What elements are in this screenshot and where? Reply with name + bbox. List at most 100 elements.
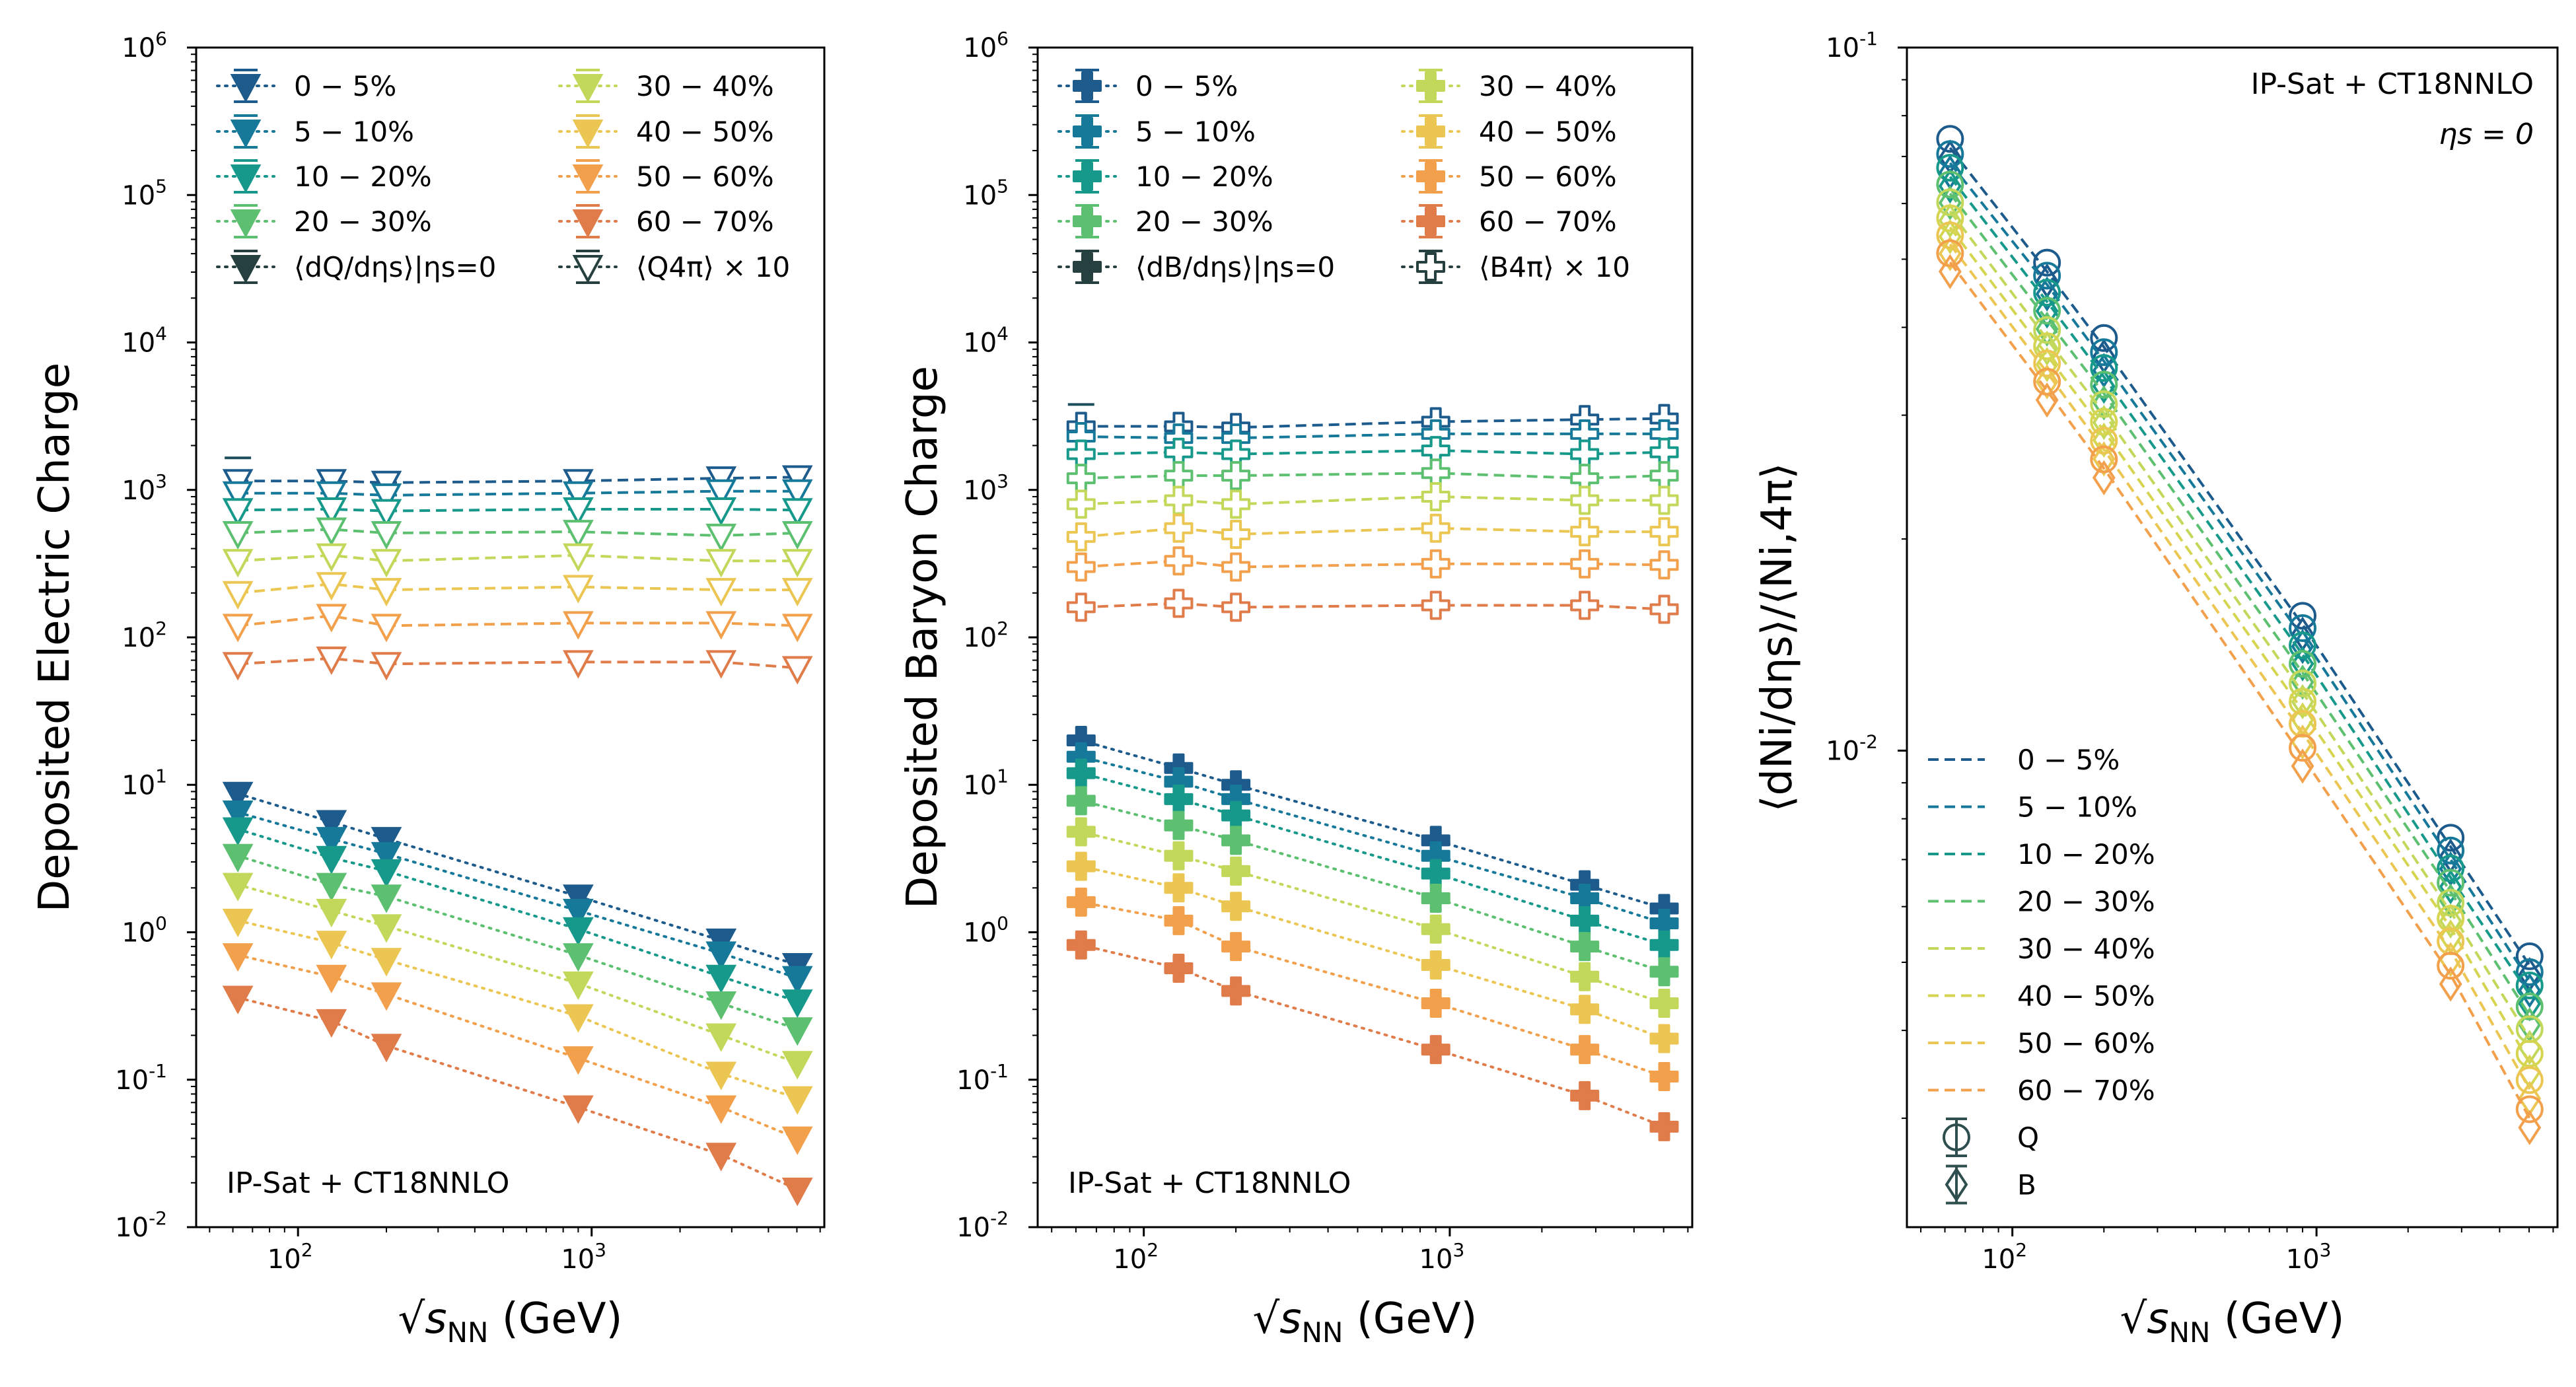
panel-0-legend-marker (572, 255, 604, 284)
panel-0-legend-label: 5 − 10% (294, 116, 414, 148)
panel-2-annotation: ηs = 0 (2439, 118, 2534, 151)
panel-1-legend-item: 10 − 20% (1057, 159, 1273, 194)
panel-1-series-3-midrap-point (1164, 810, 1194, 840)
panel-1-series-6-total-point (1570, 549, 1600, 579)
panel-2-series-4-b-point (1938, 203, 1962, 238)
panel-2-series-5-q-point (2090, 408, 2118, 436)
panel-1-series-7-midrap-point (1164, 954, 1194, 983)
panel-1-legend-item: 0 − 5% (1057, 69, 1238, 103)
panel-1-series-6-midrap-point (1221, 932, 1251, 962)
panel-2-legend-label: B (2017, 1169, 2036, 1201)
panel-2-annotation: IP-Sat + CT18NNLO (2251, 67, 2534, 101)
panel-1-series-5-total-point (1221, 519, 1251, 549)
panel-0-series-3-midrap-point (781, 1017, 813, 1046)
panel-1-series-2-midrap-point (1421, 859, 1450, 888)
panel-2-series-6-b-point (2092, 441, 2116, 477)
panel-2-series-0-q-point (2515, 942, 2544, 970)
panel-1-series-1-midrap-line (1079, 755, 1666, 925)
panel-0-series-7-total-point (563, 650, 594, 679)
panel-0-legend-label: 40 − 50% (636, 116, 774, 148)
panel-0-series-2-midrap-point (222, 817, 254, 846)
panel-2-series-2-b-point (1938, 168, 1962, 204)
panel-2-series-7-q-point (2437, 952, 2465, 980)
panel-1-legend-marker (1416, 207, 1445, 236)
panel-0-legend-item: 5 − 10% (216, 114, 414, 149)
panel-2-series-4-b-point (2291, 684, 2314, 720)
panel-1-series-4-midrap-point (1164, 841, 1194, 871)
panel-2-series-5-q-point (2515, 1040, 2544, 1068)
panel-2-series-4-line (1949, 210, 2531, 1039)
panel-2-xtick-label: 103 (2286, 1239, 2332, 1275)
panel-2-series-1-q-point (1936, 140, 1964, 168)
panel-0-series-5-midrap-point (781, 1086, 813, 1115)
panel-1-series-3-midrap-point (1421, 884, 1450, 913)
panel-0-series-6-midrap-point (781, 1126, 813, 1155)
panel-1-legend-marker (1073, 207, 1102, 236)
panel-1-series-5-total-point (1066, 522, 1096, 551)
panel-1-legend-label: 40 − 50% (1479, 116, 1617, 148)
panel-0-series-3-total-point (316, 517, 347, 546)
panel-2-series-4-b-point (2092, 404, 2116, 441)
panel-2-series-7-q-point (1936, 239, 1964, 267)
panel-0-series-2-total-point (705, 497, 737, 526)
panel-2-series-4-q-point (1936, 188, 1964, 217)
panel-0-series-6-total-point (222, 614, 254, 643)
panel-0-series-1-midrap-point (316, 827, 347, 856)
panel-1-legend-label: 60 − 70% (1479, 205, 1617, 238)
panel-1-series-7-total-point (1221, 592, 1251, 622)
panel-0-legend-marker (572, 164, 604, 194)
panel-0-series-5-midrap-point (563, 1004, 594, 1033)
panel-2-series-1-q-point (2437, 836, 2465, 865)
panel-0-series-1-midrap-point (781, 966, 813, 995)
panel-2-legend-marker (1943, 1123, 1970, 1151)
panel-2-legend-label: Q (2017, 1121, 2039, 1154)
panel-2-series-7-b-point (2035, 382, 2059, 418)
panel-0-series-3-total-point (705, 523, 737, 553)
panel-2-legend-item: 40 − 50% (1928, 980, 2155, 1013)
panel-0-series-2 (222, 497, 813, 1018)
panel-1-series-7-midrap-point (1066, 930, 1096, 960)
panel-0-xtick-label: 102 (268, 1239, 313, 1275)
panel-1-series-6 (1066, 546, 1679, 1092)
panel-2-series-6-q-point (1936, 221, 1964, 250)
panel-0-series-6-midrap-point (705, 1095, 737, 1124)
panel-2-legend-item: 30 − 40% (1928, 933, 2155, 965)
panel-0-series-2-midrap-point (705, 964, 737, 993)
panel-0-series-7-total-point (781, 656, 813, 685)
panel-2-ytick-label: 10-2 (1826, 731, 1878, 767)
panel-0-series-3-total-line (238, 528, 798, 537)
panel-0-series-7-total-point (316, 646, 347, 676)
panel-0-series-2-midrap-point (371, 859, 402, 888)
panel-0-series-4-midrap-point (222, 872, 254, 902)
panel-0-series-2-total-point (781, 498, 813, 527)
panel-2-series-5-q-point (1936, 204, 1964, 232)
panel-0-legend-marker (230, 255, 262, 284)
panel-2-series-4-q-point (2437, 888, 2465, 917)
panel-0-series-6-midrap-line (236, 954, 799, 1140)
panel-0-series-5-total-point (781, 578, 813, 607)
panel-1-legend-item: 5 − 10% (1057, 114, 1256, 149)
panel-0-series-5 (222, 572, 813, 1115)
panel-1-series-7 (1066, 588, 1679, 1141)
panel-0-series-0-total-line (238, 476, 798, 484)
panel-1-series-3-total-point (1066, 464, 1096, 493)
panel-2-legend-item: 0 − 5% (1928, 744, 2120, 776)
panel-0-legend-label: 20 − 30% (294, 205, 432, 238)
panel-1-series-4-midrap-point (1649, 988, 1679, 1018)
panel-2-series-7 (1936, 239, 2544, 1145)
panel-0-series-1-total-point (316, 481, 347, 510)
panel-1-series-4-total-point (1221, 489, 1251, 519)
panel-0-series-0-midrap-point (371, 827, 402, 856)
panel-2-series-5-q-point (2437, 904, 2465, 933)
panel-2-series-7-line (1949, 261, 2531, 1120)
panel-0-legend-item: 50 − 60% (558, 159, 774, 194)
panel-0-series-3-total-point (563, 520, 594, 549)
panel-0-series-7 (222, 646, 813, 1207)
panel-0-series-1-midrap-point (222, 800, 254, 830)
panel-2-series-5-b-point (2035, 347, 2059, 382)
panel-0-series-4-midrap-point (781, 1051, 813, 1080)
panel-1-series-5-midrap-point (1221, 892, 1251, 921)
panel-1-legend-item: 40 − 50% (1401, 114, 1617, 149)
panel-2-series-1-q-point (2033, 262, 2061, 290)
panel-0-series-2-midrap-point (316, 845, 347, 874)
